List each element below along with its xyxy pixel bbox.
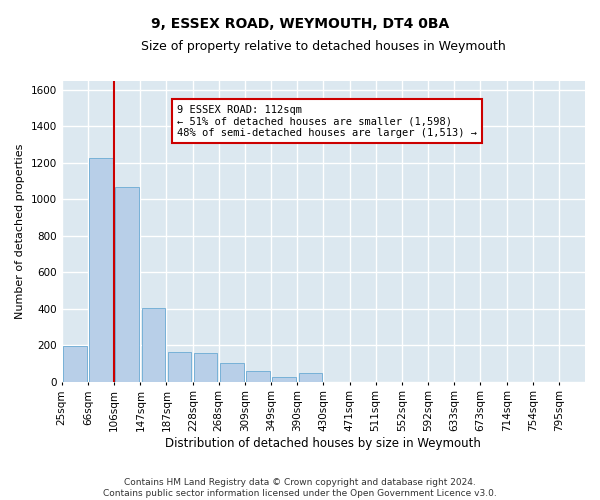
Bar bbox=[272, 376, 296, 382]
Y-axis label: Number of detached properties: Number of detached properties bbox=[15, 144, 25, 319]
Text: 9, ESSEX ROAD, WEYMOUTH, DT4 0BA: 9, ESSEX ROAD, WEYMOUTH, DT4 0BA bbox=[151, 18, 449, 32]
Title: Size of property relative to detached houses in Weymouth: Size of property relative to detached ho… bbox=[141, 40, 506, 53]
Bar bbox=[194, 354, 217, 382]
Text: Contains HM Land Registry data © Crown copyright and database right 2024.
Contai: Contains HM Land Registry data © Crown c… bbox=[103, 478, 497, 498]
Bar bbox=[220, 364, 244, 382]
Bar bbox=[115, 188, 139, 382]
Text: 9 ESSEX ROAD: 112sqm
← 51% of detached houses are smaller (1,598)
48% of semi-de: 9 ESSEX ROAD: 112sqm ← 51% of detached h… bbox=[177, 104, 477, 138]
Bar bbox=[167, 352, 191, 382]
Bar bbox=[299, 372, 322, 382]
Bar bbox=[142, 308, 165, 382]
Bar bbox=[63, 346, 87, 382]
Bar bbox=[89, 158, 113, 382]
X-axis label: Distribution of detached houses by size in Weymouth: Distribution of detached houses by size … bbox=[166, 437, 481, 450]
Bar bbox=[247, 370, 270, 382]
